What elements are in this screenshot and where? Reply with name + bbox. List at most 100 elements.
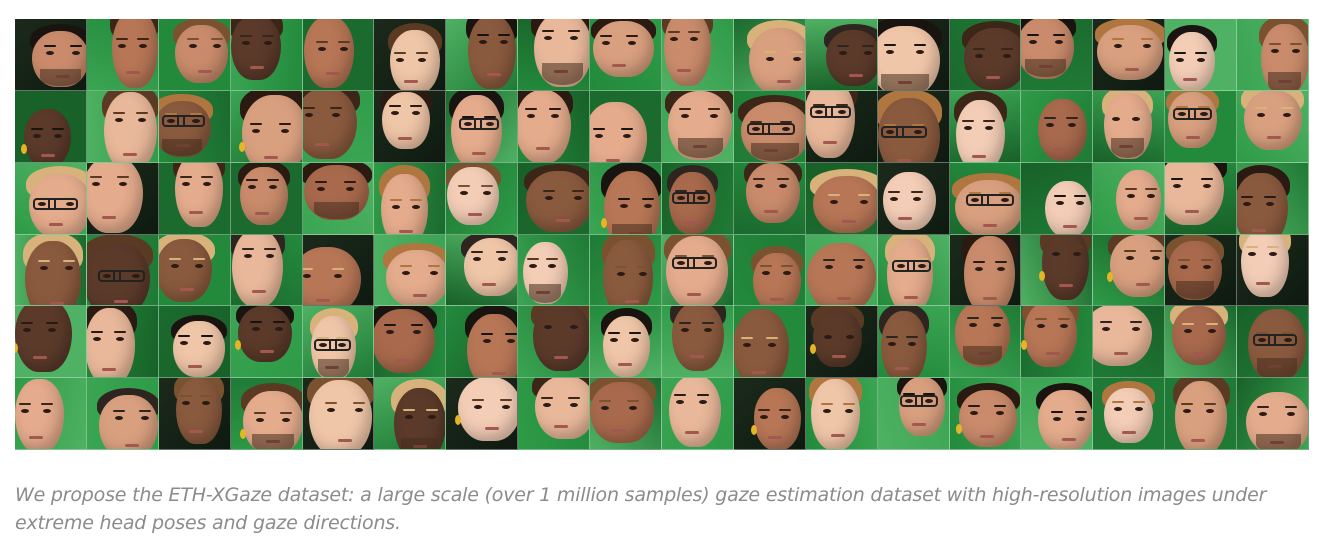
face-thumbnail [1165,234,1238,307]
beard-shape [880,73,930,90]
eye-shape [1113,43,1122,48]
eyebrow-shape [19,403,32,406]
eyebrow-shape [46,321,59,324]
mouth-shape [1061,437,1076,441]
eye-shape [93,336,102,341]
earring-icon [600,217,607,228]
beard-shape [1255,434,1301,450]
eyebrow-shape [679,108,692,111]
eye-shape [974,54,983,59]
face-shape [309,379,372,450]
eye-shape [755,183,764,188]
mouth-shape [101,367,116,371]
eyebrow-shape [1177,258,1190,261]
eye-shape [837,109,846,114]
face-shape [958,390,1018,448]
face-thumbnail [1165,19,1238,91]
eye-shape [543,403,552,408]
eyebrow-shape [991,316,1004,319]
eye-shape [913,197,922,202]
face-shape [1168,32,1216,90]
eye-shape [1060,323,1069,328]
eyebrow-shape [542,30,555,33]
mouth-shape [687,293,702,297]
eyebrow-shape [1175,106,1188,109]
face-thumbnail [302,162,375,235]
beard-shape [252,433,295,450]
eye-shape [697,195,706,200]
face-thumbnail [805,19,878,91]
face-thumbnail [733,234,806,307]
eyebrow-shape [636,266,649,269]
face-thumbnail [374,378,447,450]
eye-shape [1002,54,1011,59]
mouth-shape [485,427,500,431]
eyebrow-shape [389,199,402,202]
face-shape [174,162,223,228]
mouth-shape [125,443,140,447]
face-thumbnail [518,378,591,450]
eye-shape [969,322,978,327]
eye-shape [202,400,211,405]
face-thumbnail [518,234,591,307]
eye-shape [1067,123,1076,128]
eyebrow-shape [857,194,870,197]
mouth-shape [689,355,704,359]
eye-shape [1172,183,1181,188]
figure-caption: We propose the ETH-XGaze dataset: a larg… [15,484,1267,534]
mouth-shape [848,73,863,77]
eyebrow-shape [843,328,856,331]
eye-shape [474,404,483,409]
eye-shape [115,415,124,420]
eyebrow-shape [130,268,143,271]
eyebrow-shape [707,108,720,111]
face-shape [955,99,1005,162]
mouth-shape [677,69,692,73]
eyebrow-shape [791,50,804,53]
eye-shape [333,274,342,279]
eyebrow-shape [1125,187,1138,190]
eye-shape [1270,49,1279,54]
face-shape [231,19,282,80]
face-thumbnail [158,19,231,91]
eye-shape [64,266,73,271]
face-thumbnail [949,90,1022,163]
face-shape [593,20,654,77]
face-thumbnail [158,162,231,235]
eyebrow-shape [316,336,329,339]
mouth-shape [179,288,194,292]
eyebrow-shape [302,107,315,110]
face-thumbnail [302,306,375,379]
face-shape [813,176,877,233]
eyebrow-shape [617,197,630,200]
eye-shape [391,205,400,210]
mouth-shape [982,297,997,301]
eye-shape [622,133,631,138]
eyebrow-shape [1052,33,1065,36]
eye-shape [502,404,511,409]
face-shape [668,378,721,447]
face-shape [99,395,158,450]
mouth-shape [1255,282,1270,286]
eye-shape [138,117,147,122]
eyebrow-shape [477,34,490,37]
eyebrow-shape [541,397,554,400]
eye-shape [859,200,868,205]
eyebrow-shape [242,248,255,251]
eyebrow-shape [1145,187,1158,190]
eye-shape [616,272,625,277]
face-shape [963,235,1015,306]
face-shape [457,378,518,442]
eyebrow-shape [325,401,338,404]
face-thumbnail [590,90,662,163]
eyebrow-shape [38,260,51,263]
face-thumbnail [302,378,375,450]
face-thumbnail [518,162,591,235]
earring-icon [239,142,246,153]
eyebrow-shape [62,260,75,263]
eye-shape [669,36,678,41]
beard-shape [401,437,438,450]
face-shape [813,309,862,368]
eye-shape [824,264,833,269]
eyebrow-shape [1149,249,1162,252]
